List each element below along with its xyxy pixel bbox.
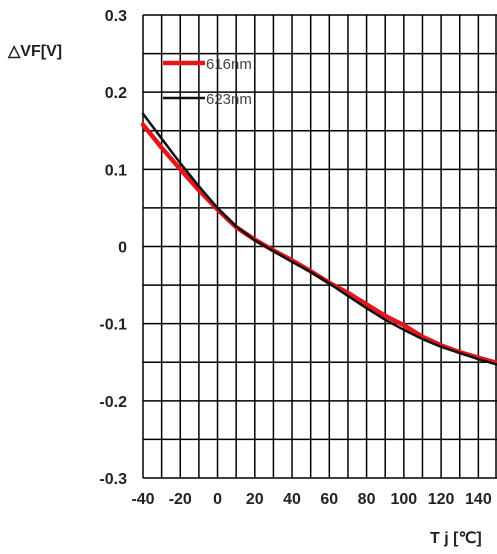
x-tick-label: 120 <box>428 491 455 508</box>
x-tick-label: 20 <box>246 491 264 508</box>
y-tick-label: -0.1 <box>99 317 127 334</box>
legend-label-623nm: 623nm <box>206 91 252 108</box>
y-tick-labels: 0.3 0.2 0.1 0 -0.1 -0.2 -0.3 <box>99 8 127 488</box>
series-line-616nm <box>140 122 497 366</box>
y-tick-label: 0.2 <box>105 85 127 102</box>
series-line-623nm <box>141 112 497 366</box>
y-tick-label: 0.3 <box>105 8 127 25</box>
x-tick-label: -40 <box>131 491 154 508</box>
x-tick-label: -20 <box>169 491 192 508</box>
legend-label-616nm: 616nm <box>206 56 252 73</box>
grid <box>142 14 497 479</box>
legend: 616nm 623nm <box>163 56 252 108</box>
y-tick-label: -0.2 <box>99 394 127 411</box>
x-tick-label: 80 <box>358 491 376 508</box>
series-lines <box>140 112 497 366</box>
x-tick-labels: -40 -20 0 20 40 60 80 100 120 140 <box>131 491 491 508</box>
x-tick-label: 0 <box>213 491 222 508</box>
x-tick-label: 140 <box>465 491 492 508</box>
y-axis-label: △VF[V] <box>7 43 62 60</box>
x-axis-label: T j [℃] <box>430 530 482 547</box>
y-tick-label: 0 <box>118 240 127 257</box>
x-tick-label: 60 <box>320 491 338 508</box>
x-tick-label: 40 <box>283 491 301 508</box>
y-tick-label: 0.1 <box>105 162 127 179</box>
x-tick-label: 100 <box>390 491 417 508</box>
y-tick-label: -0.3 <box>99 471 127 488</box>
